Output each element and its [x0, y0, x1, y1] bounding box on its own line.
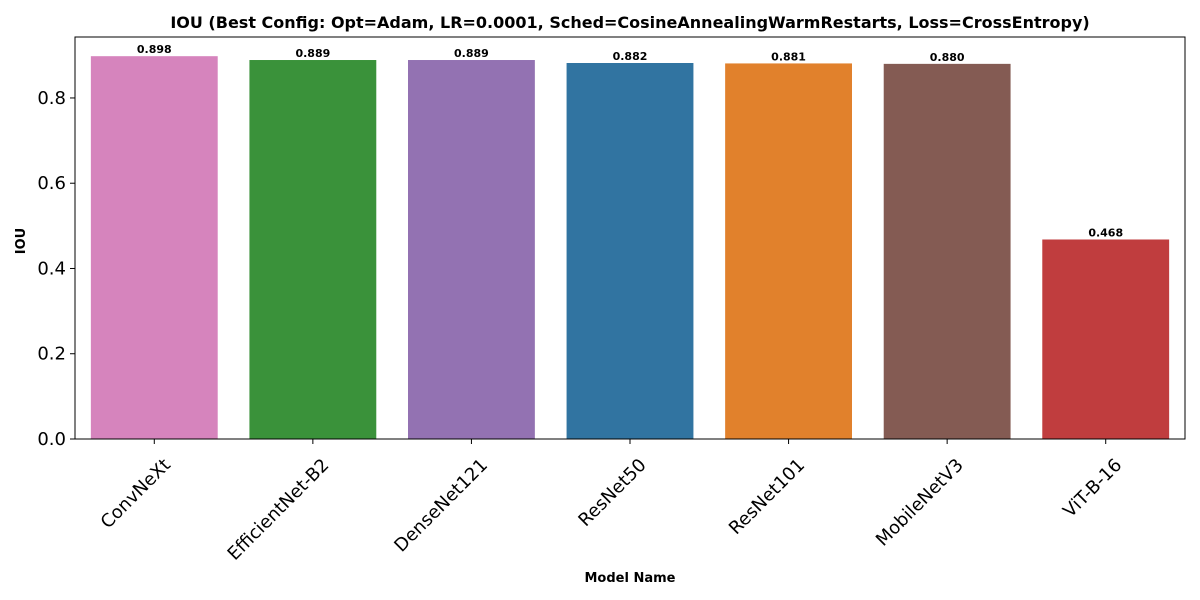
bar-value-label: 0.880: [930, 51, 965, 64]
bar-value-label: 0.889: [454, 47, 489, 60]
bar-value-label: 0.881: [771, 50, 806, 63]
x-axis-title: Model Name: [585, 571, 676, 586]
bar-vit-b-16: [1042, 239, 1170, 439]
bar-efficientnet-b2: [249, 60, 377, 440]
bar-value-label: 0.889: [295, 47, 330, 60]
bar-value-label: 0.882: [613, 50, 648, 63]
x-tick-label: ResNet101: [725, 455, 809, 539]
x-tick-label: ConvNeXt: [97, 455, 175, 533]
y-tick-label: 0.0: [37, 429, 66, 450]
bar-resnet50: [566, 63, 694, 439]
chart-title: IOU (Best Config: Opt=Adam, LR=0.0001, S…: [170, 13, 1089, 32]
bar-value-label: 0.898: [137, 43, 172, 56]
bar-resnet101: [725, 63, 852, 439]
y-tick-label: 0.6: [37, 173, 66, 194]
y-tick-label: 0.8: [37, 88, 66, 109]
x-tick-label: DenseNet121: [390, 455, 492, 557]
y-tick-label: 0.2: [37, 344, 66, 365]
x-axis: ConvNeXt EfficientNet-B2 DenseNet121 ResNet…: [97, 439, 1126, 565]
bar-densenet121: [408, 60, 535, 440]
x-tick-label: MobileNetV3: [872, 455, 968, 551]
x-tick-label: ResNet50: [574, 455, 650, 531]
y-tick-label: 0.4: [37, 258, 66, 279]
x-tick-label: EfficientNet-B2: [224, 455, 334, 565]
bar-mobilenetv3: [883, 63, 1011, 439]
y-axis-title: IOU: [14, 228, 29, 254]
bars-group: [90, 56, 1170, 440]
bar-labels-group: 0.898 0.889 0.889 0.882 0.881 0.880 0.468: [137, 43, 1123, 239]
bar-value-label: 0.468: [1088, 226, 1123, 239]
y-axis: 0.0 0.2 0.4 0.6 0.8: [37, 88, 75, 450]
bar-convnext: [90, 56, 218, 439]
x-tick-label: ViT-B-16: [1059, 455, 1126, 522]
